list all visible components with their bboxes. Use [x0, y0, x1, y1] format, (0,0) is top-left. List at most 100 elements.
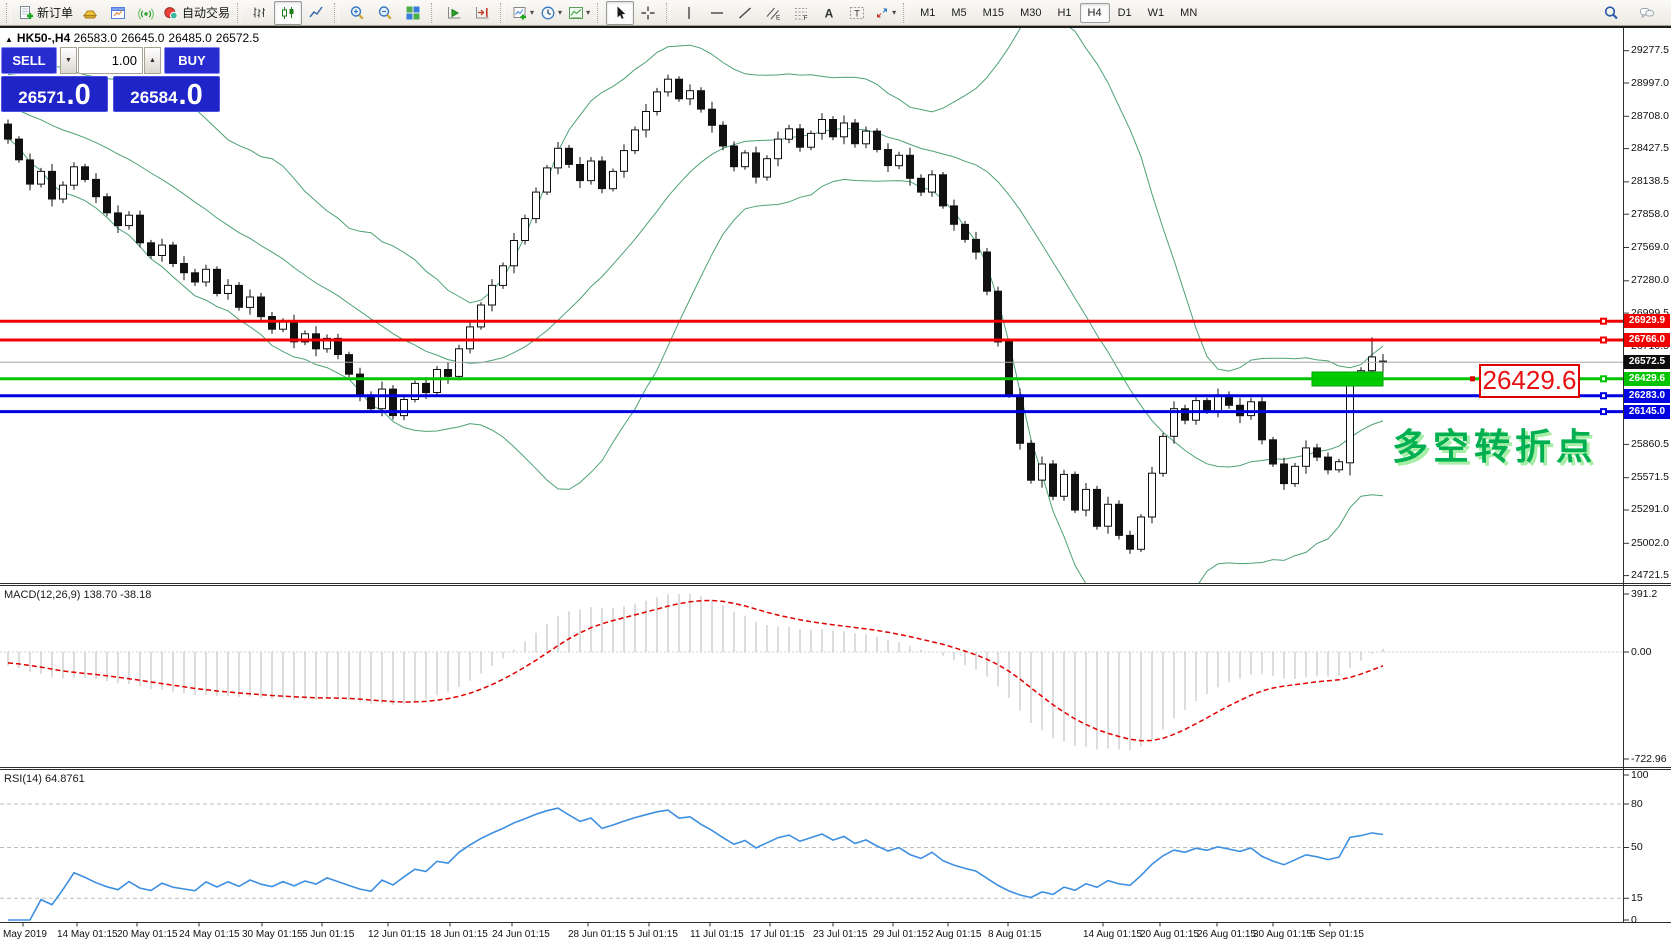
new-order-button[interactable]: 新订单: [15, 1, 76, 25]
tile-windows-button[interactable]: [399, 1, 427, 25]
market-quote-button[interactable]: [76, 1, 104, 25]
timeframe-w1[interactable]: W1: [1147, 6, 1165, 19]
candle: [1093, 485, 1101, 530]
line-icon: [309, 6, 323, 17]
dropdown-arrow-icon[interactable]: ▾: [558, 8, 563, 17]
search-button[interactable]: [1597, 1, 1625, 25]
zoom-out-button[interactable]: [371, 1, 399, 25]
candle: [224, 279, 232, 300]
chat-button[interactable]: [1633, 1, 1661, 25]
candle: [675, 76, 683, 102]
volume-input[interactable]: [78, 47, 143, 74]
price-callout-label[interactable]: 26429.6: [1479, 364, 1580, 398]
volume-decrease-button[interactable]: ▼: [60, 47, 77, 74]
cursor-button[interactable]: [606, 0, 635, 25]
indicators-button[interactable]: ▾: [509, 1, 537, 25]
candle: [323, 334, 331, 353]
line-handle-center: [1602, 394, 1605, 398]
candlestick-mode-button[interactable]: [274, 0, 303, 25]
candle: [895, 151, 903, 170]
candle: [730, 141, 738, 172]
toolbar-grip[interactable]: [903, 2, 909, 23]
sell-price-frac: .0: [66, 79, 91, 111]
horizontal-line-button[interactable]: [703, 1, 731, 25]
time-axis-label: 26 Aug 01:15: [1197, 929, 1256, 940]
vertical-line-button[interactable]: [675, 1, 703, 25]
signal-button[interactable]: [132, 1, 160, 25]
timeframe-m15[interactable]: M15: [982, 6, 1005, 19]
auto-trading-button[interactable]: 自动交易: [160, 1, 233, 25]
line-handle-center: [1602, 338, 1605, 342]
timeframe-d1[interactable]: D1: [1117, 6, 1132, 19]
toolbar-grip[interactable]: [334, 2, 340, 23]
collapse-triangle-icon[interactable]: ▲: [5, 35, 13, 44]
candle: [1181, 404, 1189, 425]
toolbar-grip[interactable]: [431, 2, 437, 23]
periods-button[interactable]: ▾: [537, 1, 565, 25]
time-axis-label: 8 Aug 01:15: [988, 929, 1042, 940]
volume-increase-button[interactable]: ▲: [144, 47, 161, 74]
candle: [1280, 457, 1288, 490]
arrow-objects-button[interactable]: ▾: [871, 1, 899, 25]
bar-chart-mode-button[interactable]: [246, 1, 274, 25]
candle: [1247, 397, 1255, 420]
candle: [543, 165, 551, 195]
ohlc-open: 26583.0: [73, 31, 118, 45]
crosshair-button[interactable]: [634, 1, 662, 25]
chart-window-button[interactable]: [104, 1, 132, 25]
candle: [92, 173, 100, 204]
vline-icon: [688, 6, 690, 19]
line-chart-mode-button[interactable]: [302, 1, 330, 25]
candle: [609, 168, 617, 192]
text-label-button[interactable]: T: [843, 1, 871, 25]
svg-text:F: F: [804, 15, 808, 21]
equidistant-channel-button[interactable]: E: [759, 1, 787, 25]
toolbar-grip[interactable]: [500, 2, 506, 23]
timeframe-m30[interactable]: M30: [1020, 6, 1042, 19]
trendline-button[interactable]: [731, 1, 759, 25]
candle: [59, 181, 67, 204]
candle: [818, 113, 826, 140]
candle: [466, 322, 474, 354]
candle: [763, 155, 771, 181]
sell-price[interactable]: 26571 .0: [1, 76, 108, 112]
timeframe-h4[interactable]: H4: [1079, 2, 1110, 23]
fibonacci-button[interactable]: F: [787, 1, 815, 25]
auto-scroll-button[interactable]: [440, 1, 468, 25]
timeframe-h1[interactable]: H1: [1057, 6, 1072, 19]
toolbar-grip[interactable]: [597, 2, 603, 23]
dropdown-arrow-icon[interactable]: ▾: [892, 8, 897, 17]
candle: [169, 241, 177, 267]
timeframe-mn[interactable]: MN: [1180, 6, 1198, 19]
price-axis-tick: 29277.5: [1631, 44, 1669, 57]
price-axis-tick: 25571.5: [1631, 471, 1669, 484]
timeframe-m5[interactable]: M5: [951, 6, 967, 19]
gold-icon: [82, 10, 97, 18]
candle: [15, 136, 23, 163]
buy-button[interactable]: BUY: [164, 47, 220, 74]
macd-axis-tick: -722.96: [1631, 752, 1667, 765]
buy-price[interactable]: 26584 .0: [113, 76, 220, 112]
turning-point-note[interactable]: 多空转折点: [1392, 426, 1598, 467]
chart-shift-button[interactable]: [468, 1, 496, 25]
dropdown-arrow-icon[interactable]: ▾: [586, 8, 591, 17]
dropdown-arrow-icon[interactable]: ▾: [530, 8, 535, 17]
candle: [1159, 432, 1167, 477]
callout-anchor: [1470, 376, 1475, 382]
sell-button[interactable]: SELL: [1, 47, 57, 74]
text-button[interactable]: A: [815, 1, 843, 25]
toolbar-grip[interactable]: [237, 2, 243, 23]
current-price-badge: 26572.5: [1624, 355, 1670, 370]
candle: [70, 162, 78, 190]
toolbar-grip[interactable]: [666, 2, 672, 23]
toolbar-grip[interactable]: [6, 2, 11, 23]
zoom-in-button[interactable]: [343, 1, 371, 25]
textA-icon: A: [825, 6, 834, 20]
timeframe-m1[interactable]: M1: [920, 6, 936, 19]
line-handle-center: [1602, 319, 1605, 323]
ind-icon: [513, 6, 527, 19]
candle: [48, 163, 56, 207]
templates-button[interactable]: ▾: [565, 1, 593, 25]
